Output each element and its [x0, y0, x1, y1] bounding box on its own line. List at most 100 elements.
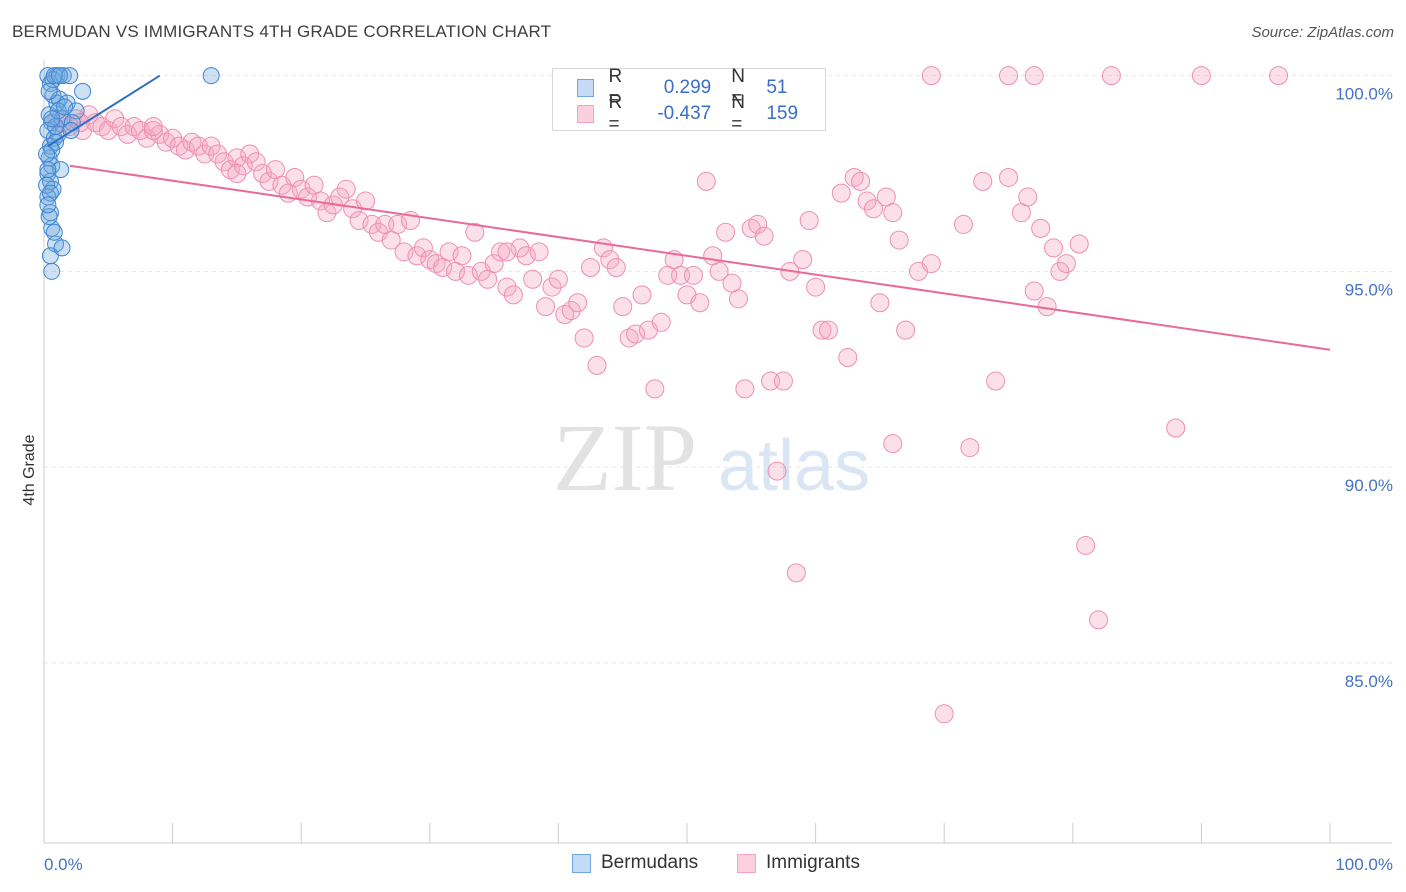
immigrants-point-118	[806, 277, 826, 297]
immigrants-point-76	[536, 297, 556, 317]
axes	[43, 60, 1392, 844]
immigrants-point-112	[767, 461, 787, 481]
immigrants-point-72	[510, 238, 530, 258]
immigrants-point-9	[105, 109, 125, 129]
bermudans-point-36	[39, 161, 57, 179]
immigrants-point-56	[407, 246, 427, 266]
immigrants-point-68	[484, 254, 504, 274]
immigrants-point-139	[999, 167, 1018, 187]
immigrants-point-65	[465, 222, 485, 242]
immigrants-point-130	[889, 230, 909, 250]
immigrants-point-37	[285, 167, 305, 187]
immigrants-point-88	[613, 297, 633, 317]
immigrants-point-124	[851, 171, 871, 191]
legend-n-value: 159	[766, 103, 799, 124]
immigrants-point-94	[651, 312, 671, 332]
immigrants-point-31	[246, 152, 266, 172]
immigrants-point-121	[831, 183, 851, 203]
immigrants-point-25	[208, 144, 228, 164]
immigrants-point-24	[201, 136, 221, 156]
y-tick-labels: 100.0% 95.0% 90.0% 85.0%	[1335, 85, 1393, 691]
immigrants-point-120	[818, 320, 838, 340]
immigrants-point-106	[728, 289, 748, 309]
y-axis-title: 4th Grade	[21, 434, 38, 505]
immigrants-point-16	[150, 124, 170, 144]
immigrants-point-155	[1024, 66, 1044, 86]
legend-item-bermudans[interactable]: Bermudans	[572, 852, 698, 874]
immigrants-point-73	[516, 246, 536, 266]
immigrants-point-109	[748, 214, 768, 234]
immigrants-point-135	[953, 214, 973, 234]
immigrants-point-100	[690, 293, 710, 313]
legend-label-bermudans: Bermudans	[601, 852, 699, 873]
immigrants-point-11	[118, 124, 138, 144]
immigrants-point-129	[883, 203, 903, 223]
immigrants-point-150	[1089, 610, 1109, 630]
immigrants-point-115	[786, 563, 806, 583]
series-bermudans	[38, 67, 220, 280]
immigrants-point-87	[606, 257, 626, 277]
immigrants-point-157	[1191, 66, 1211, 86]
immigrants-point-159	[227, 164, 247, 184]
immigrants-point-148	[1069, 234, 1089, 254]
legend-r-value: -0.437	[657, 103, 712, 124]
bermudans-point-43	[56, 98, 74, 116]
y-tick-label-0: 100.0%	[1335, 85, 1393, 104]
immigrants-point-117	[799, 211, 819, 231]
immigrants-point-116	[793, 250, 813, 270]
immigrants-point-126	[863, 199, 883, 219]
bermudans-point-45	[40, 82, 58, 100]
bermudans-point-33	[53, 239, 71, 257]
immigrants-point-158	[1269, 66, 1289, 86]
immigrants-point-64	[458, 265, 478, 285]
immigrants-point-107	[735, 379, 755, 399]
legend-row-immigrants: R = -0.437 N = 159	[577, 92, 825, 135]
immigrants-point-93	[645, 379, 665, 399]
legend-swatch-immigrants	[737, 853, 756, 873]
legend-n-value: 51	[766, 77, 788, 98]
legend-swatch-immigrants	[577, 105, 595, 123]
immigrants-point-119	[812, 320, 832, 340]
immigrants-point-14	[137, 128, 157, 148]
immigrants-point-80	[561, 301, 581, 321]
bermudans-point-41	[38, 176, 56, 194]
immigrants-point-8	[98, 120, 118, 140]
chart-source: Source: ZipAtlas.com	[1251, 24, 1394, 41]
x-tick-labels: 0.0% 100.0%	[44, 855, 1393, 874]
immigrants-point-127	[870, 293, 890, 313]
legend-item-immigrants[interactable]: Immigrants	[737, 852, 860, 874]
immigrants-point-71	[503, 285, 523, 305]
series-immigrants	[47, 66, 1289, 724]
immigrants-point-77	[542, 277, 562, 297]
bermudans-trend-line	[47, 74, 161, 147]
bermudans-point-22	[61, 67, 79, 85]
immigrants-point-145	[1044, 238, 1064, 258]
immigrants-point-90	[626, 324, 646, 344]
immigrants-point-138	[986, 371, 1006, 391]
immigrants-point-113	[773, 371, 793, 391]
immigrants-point-160	[143, 117, 163, 137]
immigrants-point-61	[439, 242, 459, 262]
immigrants-point-18	[163, 128, 183, 148]
immigrants-point-154	[999, 66, 1018, 86]
immigrants-point-20	[175, 140, 195, 160]
immigrants-point-75	[529, 242, 549, 262]
immigrants-point-131	[896, 320, 916, 340]
immigrants-point-81	[568, 293, 588, 313]
legend-r-value: 0.299	[663, 77, 712, 98]
immigrants-point-45	[336, 179, 356, 199]
bermudans-point-50	[43, 110, 61, 128]
legend-swatch-bermudans	[577, 79, 595, 97]
immigrants-point-104	[716, 222, 736, 242]
chart-title: BERMUDAN VS IMMIGRANTS 4TH GRADE CORRELA…	[12, 22, 552, 41]
immigrants-trend-line	[69, 164, 1331, 351]
immigrants-point-134	[934, 704, 954, 724]
immigrants-point-48	[356, 191, 375, 211]
bermudans-point-46	[45, 67, 63, 85]
bermudans-point-47	[50, 67, 68, 85]
watermark-atlas: atlas	[718, 426, 870, 506]
bermudans-point-32	[45, 223, 63, 241]
immigrants-point-147	[1056, 254, 1076, 274]
immigrants-point-101	[696, 171, 716, 191]
